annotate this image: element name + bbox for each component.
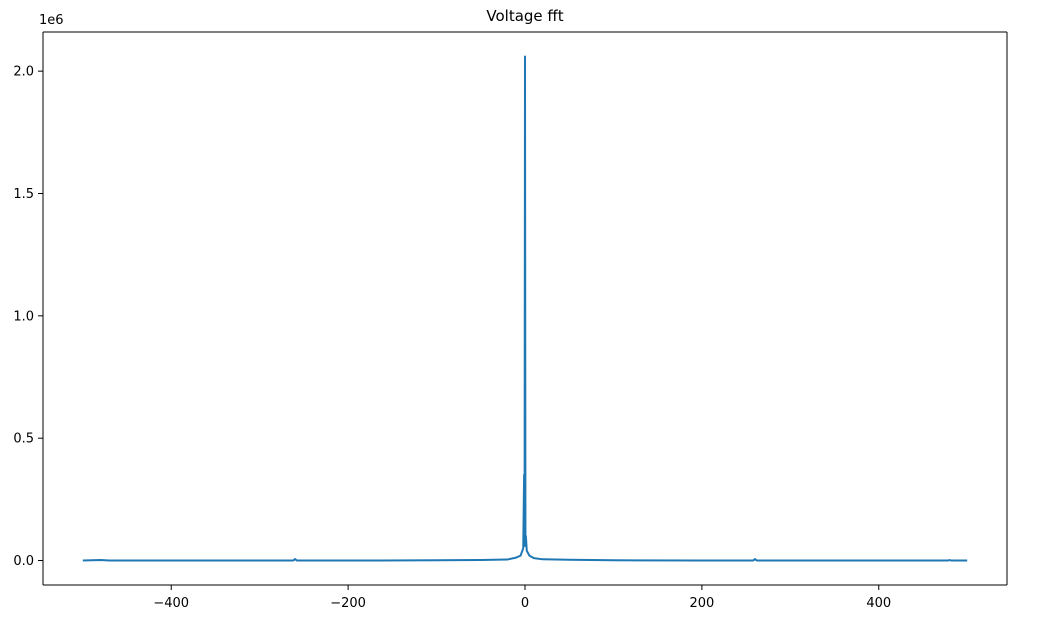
y-tick-label: 0.5: [13, 432, 34, 447]
x-tick-label: 200: [689, 596, 714, 611]
y-tick-label: 2.0: [13, 65, 34, 80]
x-tick-label: −400: [153, 596, 189, 611]
axes: −400 −200 0 200 400 0.0 0.5 1.0 1.5 2.0: [13, 31, 1008, 611]
x-tick-label: 0: [521, 596, 529, 611]
y-tick-label: 1.5: [13, 187, 34, 202]
y-axis-offset-label: 1e6: [39, 13, 64, 28]
series-line-0: [82, 55, 968, 562]
x-tick-label: 400: [866, 596, 891, 611]
y-tick-label: 0.0: [13, 554, 34, 569]
y-tick-label: 1.0: [13, 309, 34, 324]
plot-area: [82, 55, 968, 562]
x-tick-label: −200: [330, 596, 366, 611]
chart-title: Voltage fft: [486, 7, 563, 25]
